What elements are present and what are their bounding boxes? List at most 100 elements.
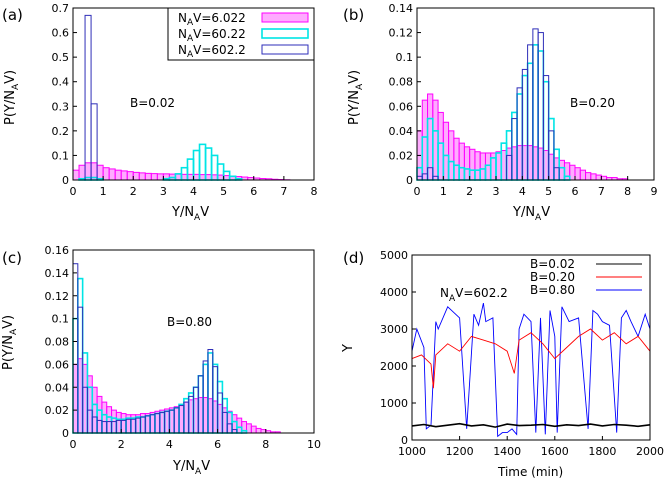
- x-tick-label: 3: [160, 185, 167, 198]
- histogram-bar: [144, 172, 152, 181]
- panel-d-xlabel: Time (min): [497, 465, 563, 479]
- histogram-bar: [193, 173, 201, 181]
- x-tick-label: 1800: [588, 445, 616, 458]
- panel-a-legend: NAV=6.022 NAV=60.22 NAV=602.2: [167, 7, 315, 61]
- y-tick-label: 0.08: [45, 336, 70, 349]
- panel-d-frame: [411, 254, 651, 441]
- histogram-bar: [72, 169, 80, 181]
- histogram-bar: [595, 174, 602, 181]
- histogram-bar: [78, 164, 86, 181]
- x-tick-label: 3: [493, 185, 500, 198]
- x-tick-label: 9: [651, 185, 658, 198]
- legend-label-b080: B=0.80: [530, 283, 575, 297]
- y-tick-label: 0.16: [45, 244, 70, 257]
- legend-swatch-6022: [261, 12, 309, 23]
- histogram-bar: [108, 168, 116, 181]
- y-tick-label: 0.4: [52, 76, 70, 89]
- histogram-bar: [174, 173, 182, 181]
- panel-d-ylabel: Y: [341, 344, 356, 353]
- panel-a-xlabel: Y/NAV: [171, 205, 209, 223]
- y-tick-label: 0: [401, 434, 408, 447]
- panel-d-ticks: 1000 1200 1400 1600 1800 20000100020003000400…: [380, 249, 664, 458]
- panel-b-ylabel: P(Y/NAV): [347, 70, 365, 125]
- histogram-bar: [84, 14, 92, 181]
- x-tick-label: 4: [190, 185, 197, 198]
- x-tick-label: 1: [440, 185, 447, 198]
- panel-d: (d) 1000 1200 1400 1600 1800 2000010002000300…: [341, 249, 664, 479]
- histogram-bar: [114, 169, 122, 181]
- y-tick-label: 0: [62, 427, 69, 440]
- y-tick-label: 0.14: [389, 2, 414, 15]
- histogram-bar: [205, 174, 213, 181]
- x-tick-label: 2: [130, 185, 137, 198]
- x-tick-label: 1600: [541, 445, 569, 458]
- panel-c: (c) 0 2 4 6 8 1000.020.040.060.080.10.120.140…: [1, 244, 321, 477]
- legend-label-6022c: NAV=602.2: [178, 43, 246, 60]
- histogram-bar: [138, 172, 146, 181]
- y-tick-label: 0.04: [389, 125, 414, 138]
- x-tick-label: 0: [70, 185, 77, 198]
- series-line-020: [411, 328, 651, 389]
- histogram-bar: [590, 173, 597, 181]
- x-tick-label: 8: [311, 185, 318, 198]
- x-tick-label: 6: [250, 185, 257, 198]
- histogram-bar: [102, 167, 110, 181]
- histogram-bar: [180, 173, 188, 181]
- y-tick-label: 0.12: [45, 290, 70, 303]
- y-tick-label: 0.2: [52, 125, 70, 138]
- x-tick-label: 2: [466, 185, 473, 198]
- panel-d-lines: [411, 303, 651, 438]
- panel-c-annotation: B=0.80: [167, 315, 212, 329]
- panel-b-annotation: B=0.20: [570, 96, 615, 110]
- x-tick-label: 4: [166, 438, 173, 451]
- y-tick-label: 0.1: [52, 149, 70, 162]
- y-tick-label: 0.7: [52, 2, 70, 15]
- x-tick-label: 4: [519, 185, 526, 198]
- x-tick-label: 1000: [398, 445, 426, 458]
- x-tick-label: 10: [307, 438, 321, 451]
- panel-d-legend: B=0.02 B=0.20 B=0.80: [527, 256, 645, 298]
- x-tick-label: 2: [118, 438, 125, 451]
- x-tick-label: 1400: [493, 445, 521, 458]
- panel-a-annotation: B=0.02: [130, 96, 175, 110]
- histogram-bar: [96, 164, 104, 181]
- x-tick-label: 7: [598, 185, 605, 198]
- y-tick-label: 0.1: [396, 51, 414, 64]
- y-tick-label: 0.3: [52, 100, 70, 113]
- x-tick-label: 0: [414, 185, 421, 198]
- x-tick-label: 1200: [446, 445, 474, 458]
- y-tick-label: 3000: [380, 323, 408, 336]
- y-tick-label: 0.08: [389, 76, 414, 89]
- histogram-bar: [250, 425, 257, 434]
- legend-box: [167, 7, 315, 61]
- histogram-bar: [126, 171, 134, 181]
- panel-c-label: (c): [2, 249, 22, 267]
- panel-b-ticks: 0 1 2 3 4 5 6 7 8 9 0 0.02 0.04 0.06 0.08 0.1 0.12 0.14: [389, 2, 658, 198]
- x-tick-label: 6: [572, 185, 579, 198]
- x-tick-label: 6: [214, 438, 221, 451]
- histogram-bar: [120, 170, 128, 181]
- histogram-bar: [150, 173, 158, 181]
- x-tick-label: 0: [70, 438, 77, 451]
- x-tick-label: 7: [280, 185, 287, 198]
- panel-b-xlabel: Y/NAV: [512, 205, 550, 223]
- x-tick-label: 8: [624, 185, 631, 198]
- y-tick-label: 0.02: [45, 404, 70, 417]
- y-tick-label: 0: [62, 174, 69, 187]
- panel-a-ticks: 0 1 2 3 4 5 6 7 8 0 0.1 0.2 0.3 0.4 0.5 0.6 0.7: [52, 2, 318, 198]
- y-tick-label: 0.1: [52, 313, 70, 326]
- panel-d-label: (d): [343, 249, 364, 267]
- panel-c-ticks: 0 2 4 6 8 10 0 0.02 0.04 0.06 0.08 0.1 0.12 0.14 0.16: [45, 244, 322, 451]
- y-tick-label: 0.02: [389, 149, 414, 162]
- legend-label-b002: B=0.02: [530, 257, 575, 271]
- panel-a-label: (a): [2, 6, 23, 24]
- panel-c-xlabel: Y/NAV: [172, 459, 210, 477]
- series-line-002: [411, 422, 651, 428]
- histogram-bar: [132, 171, 140, 181]
- legend-swatch-6022c: [261, 44, 309, 55]
- legend-swatch-6022b: [261, 28, 309, 39]
- histogram-bar: [579, 169, 587, 181]
- histogram-bar: [156, 173, 164, 181]
- y-tick-label: 0: [406, 174, 413, 187]
